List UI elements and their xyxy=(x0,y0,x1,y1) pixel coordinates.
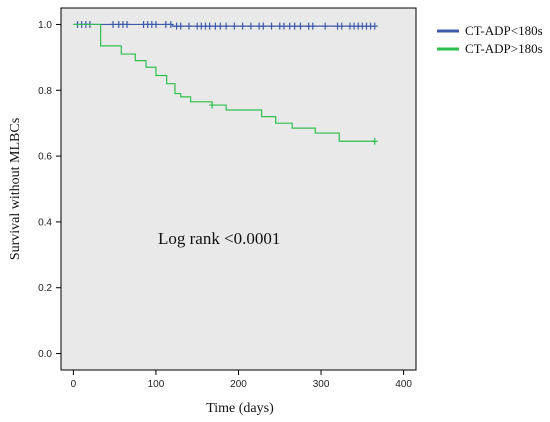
censor-mark-0-25 xyxy=(239,22,246,30)
legend-label-ctadp-gt180: CT-ADP>180s xyxy=(465,41,543,56)
censor-mark-0-29 xyxy=(268,22,275,30)
censor-mark-0-28 xyxy=(260,22,267,30)
x-axis-title: Time (days) xyxy=(206,401,274,416)
y-tick-label-0: 0.0 xyxy=(38,349,52,360)
series-line-1 xyxy=(73,23,375,142)
censor-mark-0-24 xyxy=(231,22,238,30)
y-tick-label-0.4: 0.4 xyxy=(38,217,52,228)
censor-mark-0-37 xyxy=(322,22,329,30)
censor-mark-0-39 xyxy=(338,22,345,30)
censor-mark-0-4 xyxy=(110,20,117,28)
y-tick-label-0.2: 0.2 xyxy=(38,283,52,294)
x-tick-label-200: 200 xyxy=(230,379,247,390)
axes: 0 100 200 300 400 0.0 0.2 0.4 0.6 0.8 1.0 xyxy=(38,20,412,390)
censor-mark-0-22 xyxy=(217,22,224,30)
censor-mark-0-26 xyxy=(247,22,254,30)
censor-mark-0-33 xyxy=(291,22,298,30)
censor-mark-0-16 xyxy=(185,22,192,30)
censor-mark-0-36 xyxy=(309,22,316,30)
annotation-log-rank: Log rank <0.0001 xyxy=(158,229,280,248)
censor-mark-0-11 xyxy=(152,20,159,28)
censor-mark-0-34 xyxy=(297,22,304,30)
plot-area xyxy=(60,7,417,371)
censor-mark-1-0 xyxy=(209,101,216,109)
x-tick-label-100: 100 xyxy=(148,379,165,390)
censor-mark-1-1 xyxy=(371,137,378,145)
y-axis-title: Survival without MLBCs xyxy=(8,118,23,260)
y-tick-label-0.8: 0.8 xyxy=(38,86,52,97)
censor-mark-0-7 xyxy=(124,20,131,28)
series-layer xyxy=(73,20,378,145)
censor-mark-0-20 xyxy=(206,22,213,30)
y-tick-label-0.6: 0.6 xyxy=(38,152,52,163)
series-1 xyxy=(73,23,378,145)
censor-mark-0-13 xyxy=(167,20,174,28)
x-tick-label-0: 0 xyxy=(71,379,77,390)
censor-mark-0-15 xyxy=(177,22,184,30)
censor-mark-0-46 xyxy=(371,22,378,30)
censor-mark-0-31 xyxy=(280,22,287,30)
legend: CT-ADP<180s CT-ADP>180s xyxy=(437,23,543,56)
x-tick-label-400: 400 xyxy=(395,379,412,390)
x-tick-label-300: 300 xyxy=(313,379,330,390)
y-tick-label-1: 1.0 xyxy=(38,20,52,31)
censor-mark-0-23 xyxy=(223,22,230,30)
legend-label-ctadp-lt180: CT-ADP<180s xyxy=(465,23,543,38)
